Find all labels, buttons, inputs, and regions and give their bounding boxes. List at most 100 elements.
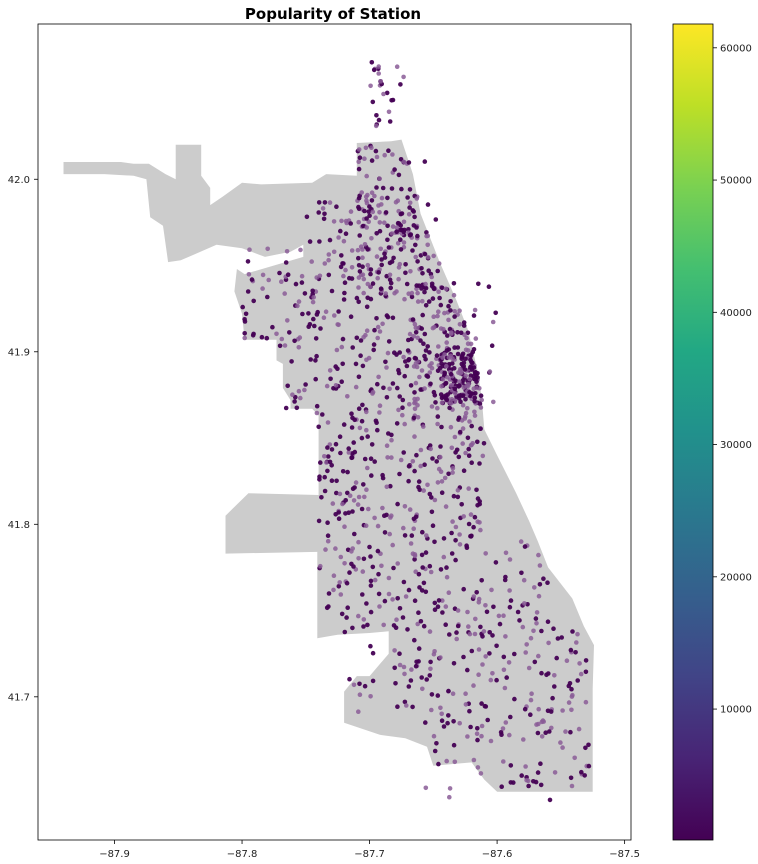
- station-point: [476, 281, 481, 287]
- station-point: [472, 307, 478, 313]
- station-point: [442, 310, 447, 316]
- station-point: [368, 583, 374, 588]
- station-point: [298, 247, 303, 253]
- station-point: [452, 309, 458, 314]
- station-point: [342, 524, 347, 529]
- station-point: [386, 591, 392, 597]
- station-point: [396, 172, 402, 178]
- colorbar-tick-label: 20000: [720, 572, 752, 583]
- station-point: [324, 383, 330, 389]
- station-point: [277, 270, 282, 276]
- station-point: [322, 261, 328, 266]
- station-point: [420, 686, 425, 692]
- station-point: [412, 321, 418, 327]
- station-point: [468, 442, 474, 448]
- station-point: [455, 623, 461, 629]
- station-point: [376, 71, 382, 76]
- station-point: [545, 619, 551, 624]
- station-point: [413, 242, 418, 248]
- station-points: [240, 60, 592, 803]
- y-tick-label: 41.8: [8, 520, 30, 531]
- station-point: [471, 313, 477, 318]
- station-point: [375, 275, 381, 281]
- station-point: [474, 385, 480, 391]
- station-point: [375, 523, 381, 529]
- station-point: [338, 228, 343, 234]
- station-point: [401, 664, 407, 670]
- station-point: [533, 616, 539, 621]
- station-point: [384, 443, 390, 449]
- station-point: [360, 592, 365, 597]
- station-point: [314, 403, 320, 409]
- station-point: [473, 391, 478, 396]
- station-point: [420, 271, 425, 276]
- station-point: [343, 231, 349, 236]
- station-point: [467, 419, 472, 424]
- colorbar-tick-label: 30000: [720, 440, 752, 451]
- station-point: [453, 524, 459, 530]
- station-point: [402, 671, 407, 677]
- station-point: [426, 299, 432, 304]
- station-point: [331, 219, 337, 224]
- station-point: [401, 74, 406, 80]
- station-point: [413, 254, 419, 260]
- station-point: [340, 501, 345, 507]
- station-point: [323, 309, 329, 315]
- station-point: [400, 405, 405, 411]
- plot-area: −87.9 −87.8 −87.7 −87.6 −87.5 41.7 41.8 41.9 42…: [8, 23, 640, 860]
- station-point: [264, 335, 270, 341]
- station-point: [478, 771, 484, 776]
- station-point: [365, 192, 370, 198]
- station-point: [295, 303, 300, 309]
- station-point: [358, 244, 364, 249]
- station-point: [479, 733, 484, 739]
- station-point: [429, 274, 435, 280]
- station-point: [338, 264, 344, 270]
- station-point: [386, 109, 392, 115]
- station-point: [365, 465, 370, 471]
- station-point: [265, 246, 271, 252]
- station-point: [448, 299, 453, 304]
- station-point: [430, 456, 435, 461]
- station-point: [331, 587, 336, 593]
- station-point: [407, 187, 413, 192]
- station-point: [396, 370, 402, 376]
- station-point: [449, 530, 454, 536]
- station-point: [507, 588, 512, 593]
- station-point: [468, 512, 474, 517]
- station-point: [386, 339, 392, 344]
- station-point: [283, 260, 289, 265]
- station-point: [364, 409, 369, 415]
- station-point: [356, 263, 362, 268]
- station-point: [326, 252, 332, 257]
- station-point: [325, 445, 330, 450]
- station-point: [396, 407, 401, 413]
- station-point: [320, 206, 326, 211]
- station-point: [532, 659, 538, 665]
- station-point: [333, 364, 339, 369]
- station-point: [439, 479, 445, 484]
- station-point: [372, 193, 377, 199]
- station-point: [389, 186, 395, 191]
- station-point: [421, 580, 427, 586]
- station-point: [329, 478, 335, 484]
- station-point: [339, 344, 345, 350]
- station-point: [407, 205, 412, 210]
- station-point: [536, 552, 541, 558]
- station-point: [475, 765, 481, 770]
- station-point: [443, 622, 449, 627]
- station-point: [292, 338, 297, 344]
- station-point: [508, 780, 514, 785]
- station-point: [456, 415, 462, 421]
- station-point: [397, 606, 403, 611]
- station-point: [373, 215, 378, 220]
- station-point: [475, 737, 480, 743]
- station-point: [451, 742, 457, 748]
- station-point: [408, 678, 414, 683]
- station-point: [457, 532, 462, 537]
- station-point: [313, 358, 318, 363]
- station-point: [414, 196, 420, 201]
- station-point: [522, 601, 527, 606]
- station-point: [247, 247, 252, 252]
- station-point: [496, 613, 502, 619]
